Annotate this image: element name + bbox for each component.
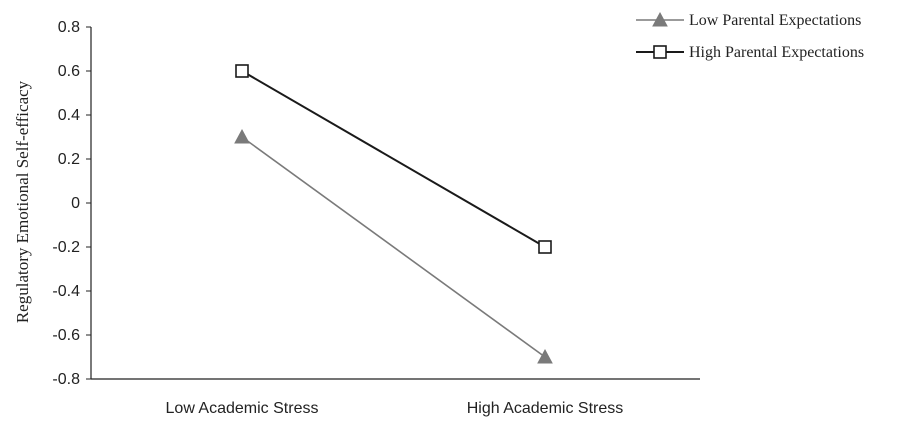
y-tick-label: -0.4	[52, 283, 80, 300]
series-lines	[234, 64, 553, 364]
legend-label: Low Parental Expectations	[689, 12, 861, 29]
y-tick-label: -0.6	[52, 327, 80, 344]
y-tick-label: 0.4	[58, 107, 80, 124]
x-category-label: High Academic Stress	[467, 400, 624, 417]
y-axis-label: Regulatory Emotional Self-efficacy	[13, 80, 32, 323]
triangle-marker-icon	[652, 11, 668, 27]
data-point	[235, 64, 249, 78]
y-tick-label: -0.8	[52, 371, 80, 388]
legend-item: Low Parental Expectations	[636, 11, 861, 29]
series-line	[241, 70, 546, 248]
y-tick-label: 0.8	[58, 19, 80, 36]
x-category-label: Low Academic Stress	[166, 400, 319, 417]
y-tick-label: -0.2	[52, 239, 80, 256]
series-line	[241, 136, 546, 358]
y-tick-label: 0	[71, 195, 80, 212]
y-ticks: 0.8 0.6 0.4 0.2 0 -0.2 -0.4 -0.6 -0.8 Low Academi…	[52, 19, 623, 417]
legend-label: High Parental Expectations	[689, 44, 864, 61]
series-low-parental-expectations	[234, 128, 553, 364]
series-high-parental-expectations	[235, 64, 552, 254]
data-point	[538, 240, 552, 254]
data-point	[234, 128, 250, 144]
y-tick-label: 0.2	[58, 151, 80, 168]
data-point	[537, 348, 553, 364]
legend: Low Parental Expectations High Parental E…	[636, 11, 864, 61]
axes	[90, 27, 700, 380]
legend-item: High Parental Expectations	[636, 44, 864, 61]
y-tick-label: 0.6	[58, 63, 80, 80]
square-marker-icon	[653, 45, 667, 59]
